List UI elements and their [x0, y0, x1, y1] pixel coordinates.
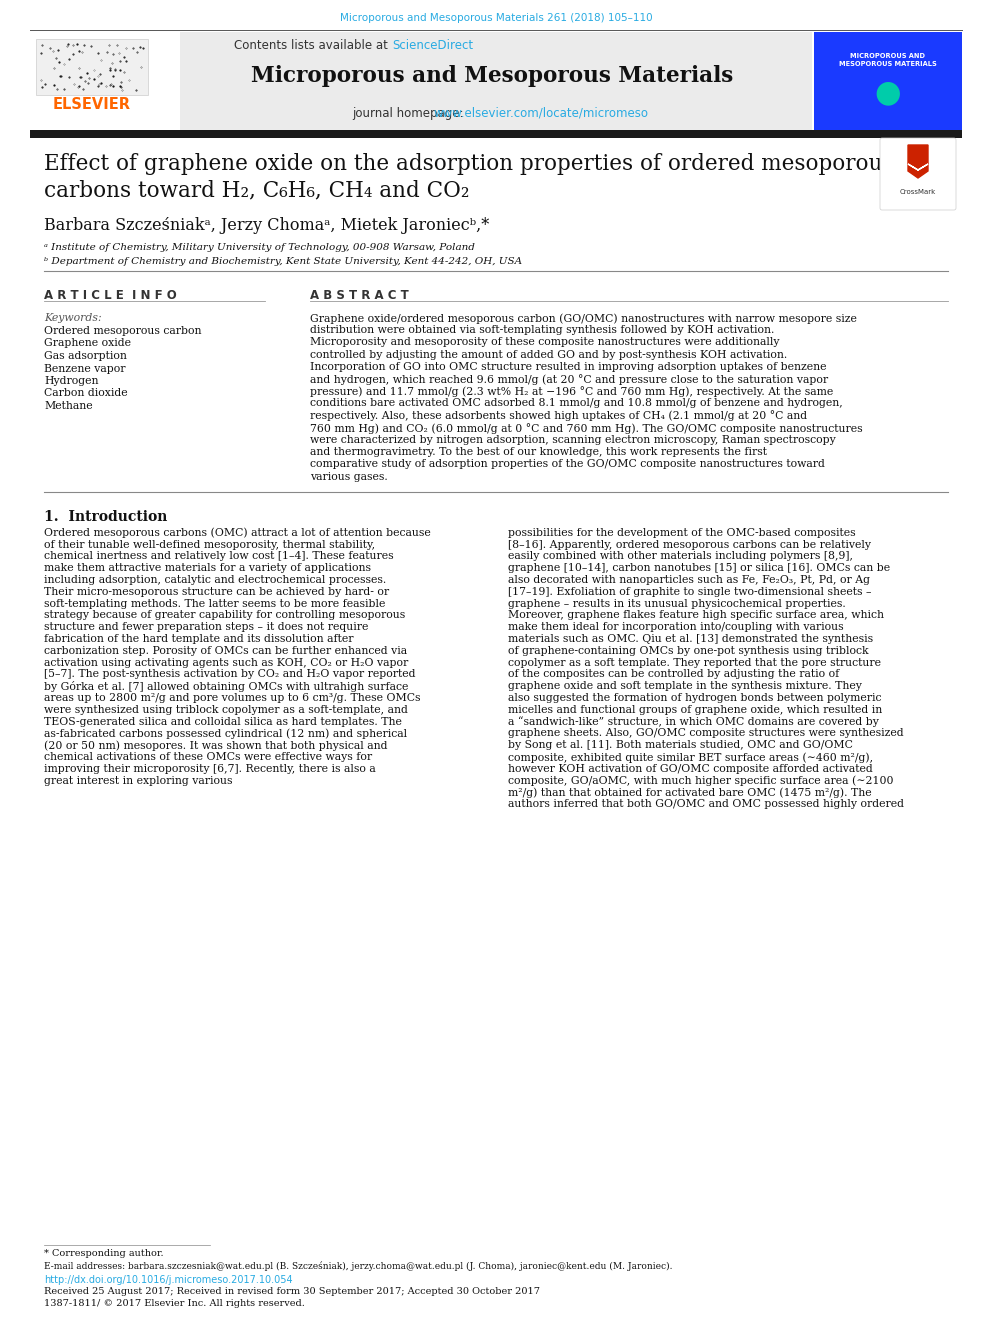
FancyBboxPatch shape	[880, 138, 956, 210]
Text: as-fabricated carbons possessed cylindrical (12 nm) and spherical: as-fabricated carbons possessed cylindri…	[44, 729, 407, 740]
Text: make them attractive materials for a variety of applications: make them attractive materials for a var…	[44, 564, 371, 573]
Text: Effect of graphene oxide on the adsorption properties of ordered mesoporous: Effect of graphene oxide on the adsorpti…	[44, 153, 894, 175]
Text: Contents lists available at: Contents lists available at	[234, 38, 392, 52]
Text: chemical activations of these OMCs were effective ways for: chemical activations of these OMCs were …	[44, 751, 372, 762]
Text: Gas adsorption: Gas adsorption	[44, 351, 127, 361]
FancyBboxPatch shape	[814, 32, 962, 130]
Text: [8–16]. Apparently, ordered mesoporous carbons can be relatively: [8–16]. Apparently, ordered mesoporous c…	[508, 540, 871, 549]
Text: carbons toward H₂, C₆H₆, CH₄ and CO₂: carbons toward H₂, C₆H₆, CH₄ and CO₂	[44, 179, 469, 201]
Text: micelles and functional groups of graphene oxide, which resulted in: micelles and functional groups of graphe…	[508, 705, 882, 714]
Text: (20 or 50 nm) mesopores. It was shown that both physical and: (20 or 50 nm) mesopores. It was shown th…	[44, 740, 388, 750]
Text: activation using activating agents such as KOH, CO₂ or H₂O vapor: activation using activating agents such …	[44, 658, 409, 668]
Text: Keywords:: Keywords:	[44, 314, 101, 323]
Text: * Corresponding author.: * Corresponding author.	[44, 1249, 164, 1258]
Text: ᵇ Department of Chemistry and Biochemistry, Kent State University, Kent 44-242, : ᵇ Department of Chemistry and Biochemist…	[44, 257, 522, 266]
Text: easily combined with other materials including polymers [8,9],: easily combined with other materials inc…	[508, 552, 853, 561]
Text: of the composites can be controlled by adjusting the ratio of: of the composites can be controlled by a…	[508, 669, 839, 680]
FancyBboxPatch shape	[30, 32, 180, 130]
Text: chemical inertness and relatively low cost [1–4]. These features: chemical inertness and relatively low co…	[44, 552, 394, 561]
Text: comparative study of adsorption properties of the GO/OMC composite nanostructure: comparative study of adsorption properti…	[310, 459, 825, 470]
Text: a “sandwich-like” structure, in which OMC domains are covered by: a “sandwich-like” structure, in which OM…	[508, 717, 879, 728]
Text: improving their microporosity [6,7]. Recently, there is also a: improving their microporosity [6,7]. Rec…	[44, 763, 376, 774]
Text: Incorporation of GO into OMC structure resulted in improving adsorption uptakes : Incorporation of GO into OMC structure r…	[310, 361, 826, 372]
FancyBboxPatch shape	[30, 32, 812, 130]
Text: authors inferred that both GO/OMC and OMC possessed highly ordered: authors inferred that both GO/OMC and OM…	[508, 799, 904, 810]
Text: however KOH activation of GO/OMC composite afforded activated: however KOH activation of GO/OMC composi…	[508, 763, 873, 774]
Text: MICROPOROUS AND
MESOPOROUS MATERIALS: MICROPOROUS AND MESOPOROUS MATERIALS	[839, 53, 936, 67]
Text: various gases.: various gases.	[310, 471, 388, 482]
Text: graphene sheets. Also, GO/OMC composite structures were synthesized: graphene sheets. Also, GO/OMC composite …	[508, 729, 904, 738]
Text: carbonization step. Porosity of OMCs can be further enhanced via: carbonization step. Porosity of OMCs can…	[44, 646, 407, 656]
Text: were synthesized using triblock copolymer as a soft-template, and: were synthesized using triblock copolyme…	[44, 705, 408, 714]
Text: controlled by adjusting the amount of added GO and by post-synthesis KOH activat: controlled by adjusting the amount of ad…	[310, 349, 788, 360]
Text: graphene [10–14], carbon nanotubes [15] or silica [16]. OMCs can be: graphene [10–14], carbon nanotubes [15] …	[508, 564, 890, 573]
Text: Benzene vapor: Benzene vapor	[44, 364, 126, 373]
Text: Moreover, graphene flakes feature high specific surface area, which: Moreover, graphene flakes feature high s…	[508, 610, 884, 620]
Text: composite, exhibited quite similar BET surface areas (∼460 m²/g),: composite, exhibited quite similar BET s…	[508, 751, 873, 762]
Text: Hydrogen: Hydrogen	[44, 376, 98, 386]
Text: areas up to 2800 m²/g and pore volumes up to 6 cm³/g. These OMCs: areas up to 2800 m²/g and pore volumes u…	[44, 693, 421, 703]
Polygon shape	[908, 164, 928, 169]
Text: ᵃ Institute of Chemistry, Military University of Technology, 00-908 Warsaw, Pola: ᵃ Institute of Chemistry, Military Unive…	[44, 243, 475, 251]
Text: Microporous and Mesoporous Materials: Microporous and Mesoporous Materials	[251, 65, 733, 87]
Text: A B S T R A C T: A B S T R A C T	[310, 288, 409, 302]
Text: Barbara Szcześniakᵃ, Jerzy Chomaᵃ, Mietek Jaroniecᵇ,*: Barbara Szcześniakᵃ, Jerzy Chomaᵃ, Miete…	[44, 217, 489, 234]
Text: Microporosity and mesoporosity of these composite nanostructures were additional: Microporosity and mesoporosity of these …	[310, 337, 780, 348]
Text: fabrication of the hard template and its dissolution after: fabrication of the hard template and its…	[44, 634, 353, 644]
Text: CrossMark: CrossMark	[900, 189, 936, 194]
Text: of graphene-containing OMCs by one-pot synthesis using triblock: of graphene-containing OMCs by one-pot s…	[508, 646, 869, 656]
Text: soft-templating methods. The latter seems to be more feasible: soft-templating methods. The latter seem…	[44, 598, 385, 609]
Polygon shape	[908, 146, 928, 179]
Text: 1387-1811/ © 2017 Elsevier Inc. All rights reserved.: 1387-1811/ © 2017 Elsevier Inc. All righ…	[44, 1299, 305, 1308]
Text: ●: ●	[875, 78, 902, 107]
Text: structure and fewer preparation steps – it does not require: structure and fewer preparation steps – …	[44, 622, 368, 632]
Text: [5–7]. The post-synthesis activation by CO₂ and H₂O vapor reported: [5–7]. The post-synthesis activation by …	[44, 669, 416, 680]
Text: respectively. Also, these adsorbents showed high uptakes of CH₄ (2.1 mmol/g at 2: respectively. Also, these adsorbents sho…	[310, 410, 807, 422]
FancyBboxPatch shape	[36, 38, 148, 95]
Text: journal homepage:: journal homepage:	[352, 107, 467, 120]
FancyBboxPatch shape	[30, 130, 962, 138]
Text: distribution were obtained via soft-templating synthesis followed by KOH activat: distribution were obtained via soft-temp…	[310, 325, 775, 335]
Text: materials such as OMC. Qiu et al. [13] demonstrated the synthesis: materials such as OMC. Qiu et al. [13] d…	[508, 634, 873, 644]
Text: E-mail addresses: barbara.szczesniak@wat.edu.pl (B. Szcześniak), jerzy.choma@wat: E-mail addresses: barbara.szczesniak@wat…	[44, 1261, 673, 1270]
Text: of their tunable well-defined mesoporosity, thermal stability,: of their tunable well-defined mesoporosi…	[44, 540, 375, 549]
Text: Graphene oxide: Graphene oxide	[44, 339, 131, 348]
Text: ScienceDirect: ScienceDirect	[392, 38, 473, 52]
Text: by Song et al. [11]. Both materials studied, OMC and GO/OMC: by Song et al. [11]. Both materials stud…	[508, 740, 853, 750]
Text: graphene oxide and soft template in the synthesis mixture. They: graphene oxide and soft template in the …	[508, 681, 862, 691]
Text: composite, GO/aOMC, with much higher specific surface area (∼2100: composite, GO/aOMC, with much higher spe…	[508, 775, 894, 786]
Text: graphene – results in its unusual physicochemical properties.: graphene – results in its unusual physic…	[508, 598, 846, 609]
Text: strategy because of greater capability for controlling mesoporous: strategy because of greater capability f…	[44, 610, 406, 620]
Text: Graphene oxide/ordered mesoporous carbon (GO/OMC) nanostructures with narrow mes: Graphene oxide/ordered mesoporous carbon…	[310, 314, 857, 324]
Text: conditions bare activated OMC adsorbed 8.1 mmol/g and 10.8 mmol/g of benzene and: conditions bare activated OMC adsorbed 8…	[310, 398, 843, 409]
Text: by Górka et al. [7] allowed obtaining OMCs with ultrahigh surface: by Górka et al. [7] allowed obtaining OM…	[44, 681, 409, 692]
Text: A R T I C L E  I N F O: A R T I C L E I N F O	[44, 288, 177, 302]
Text: pressure) and 11.7 mmol/g (2.3 wt% H₂ at −196 °C and 760 mm Hg), respectively. A: pressure) and 11.7 mmol/g (2.3 wt% H₂ at…	[310, 386, 833, 397]
Text: Ordered mesoporous carbons (OMC) attract a lot of attention because: Ordered mesoporous carbons (OMC) attract…	[44, 528, 431, 538]
Text: [17–19]. Exfoliation of graphite to single two-dimensional sheets –: [17–19]. Exfoliation of graphite to sing…	[508, 587, 872, 597]
Text: also suggested the formation of hydrogen bonds between polymeric: also suggested the formation of hydrogen…	[508, 693, 882, 703]
Text: make them ideal for incorporation into/coupling with various: make them ideal for incorporation into/c…	[508, 622, 843, 632]
Text: 1.  Introduction: 1. Introduction	[44, 509, 168, 524]
Text: Ordered mesoporous carbon: Ordered mesoporous carbon	[44, 325, 201, 336]
Text: possibilities for the development of the OMC-based composites: possibilities for the development of the…	[508, 528, 856, 538]
Text: 760 mm Hg) and CO₂ (6.0 mmol/g at 0 °C and 760 mm Hg). The GO/OMC composite nano: 760 mm Hg) and CO₂ (6.0 mmol/g at 0 °C a…	[310, 423, 863, 434]
Text: TEOS-generated silica and colloidal silica as hard templates. The: TEOS-generated silica and colloidal sili…	[44, 717, 402, 726]
Text: Their micro-mesoporous structure can be achieved by hard- or: Their micro-mesoporous structure can be …	[44, 587, 389, 597]
Text: including adsorption, catalytic and electrochemical processes.: including adsorption, catalytic and elec…	[44, 576, 386, 585]
Text: copolymer as a soft template. They reported that the pore structure: copolymer as a soft template. They repor…	[508, 658, 881, 668]
Text: www.elsevier.com/locate/micromeso: www.elsevier.com/locate/micromeso	[434, 107, 649, 120]
Text: and hydrogen, which reached 9.6 mmol/g (at 20 °C and pressure close to the satur: and hydrogen, which reached 9.6 mmol/g (…	[310, 374, 828, 385]
Text: Methane: Methane	[44, 401, 92, 411]
Text: Microporous and Mesoporous Materials 261 (2018) 105–110: Microporous and Mesoporous Materials 261…	[339, 13, 653, 22]
Text: also decorated with nanoparticles such as Fe, Fe₂O₃, Pt, Pd, or Ag: also decorated with nanoparticles such a…	[508, 576, 870, 585]
Text: Carbon dioxide: Carbon dioxide	[44, 389, 128, 398]
Text: http://dx.doi.org/10.1016/j.micromeso.2017.10.054: http://dx.doi.org/10.1016/j.micromeso.20…	[44, 1275, 293, 1285]
Text: were characterized by nitrogen adsorption, scanning electron microscopy, Raman s: were characterized by nitrogen adsorptio…	[310, 435, 835, 445]
Text: m²/g) than that obtained for activated bare OMC (1475 m²/g). The: m²/g) than that obtained for activated b…	[508, 787, 872, 798]
Text: Received 25 August 2017; Received in revised form 30 September 2017; Accepted 30: Received 25 August 2017; Received in rev…	[44, 1287, 540, 1297]
Text: ELSEVIER: ELSEVIER	[53, 97, 131, 112]
Text: and thermogravimetry. To the best of our knowledge, this work represents the fir: and thermogravimetry. To the best of our…	[310, 447, 767, 458]
Text: great interest in exploring various: great interest in exploring various	[44, 775, 232, 786]
